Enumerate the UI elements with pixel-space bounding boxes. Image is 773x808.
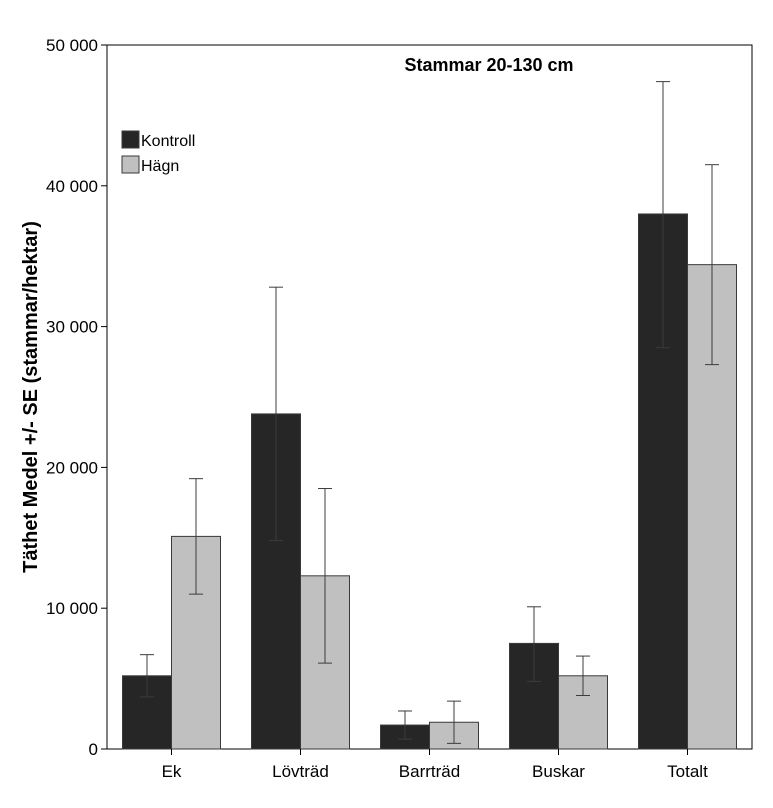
bar-kontroll-4 (638, 213, 688, 750)
x-category-label: Totalt (667, 762, 708, 781)
x-category-label: Lövträd (272, 762, 329, 781)
error-bars-layer (140, 81, 719, 744)
y-axis: 0 10 000 20 000 30 000 40 000 50 000 (46, 36, 107, 759)
y-tick-label: 40 000 (46, 177, 98, 196)
x-category-label: Barrträd (399, 762, 460, 781)
legend-swatch-hägn (121, 155, 140, 174)
legend-swatch-kontroll (121, 130, 140, 149)
bars-layer (122, 213, 737, 750)
y-axis-label: Täthet Medel +/- SE (stammar/hektar) (20, 221, 42, 573)
y-tick-label: 10 000 (46, 599, 98, 618)
x-axis: Ek Lövträd Barrträd Buskar Totalt (162, 749, 708, 781)
y-tick-label: 0 (89, 740, 98, 759)
x-category-label: Buskar (532, 762, 585, 781)
y-tick-label: 30 000 (46, 318, 98, 337)
chart-title: Stammar 20-130 cm (404, 55, 573, 75)
legend-label-kontroll: Kontroll (141, 133, 195, 150)
legend-label-hägn: Hägn (141, 158, 179, 175)
legend: Kontroll Hägn (121, 130, 195, 175)
y-tick-label: 50 000 (46, 36, 98, 55)
y-tick-label: 20 000 (46, 458, 98, 477)
x-category-label: Ek (162, 762, 182, 781)
